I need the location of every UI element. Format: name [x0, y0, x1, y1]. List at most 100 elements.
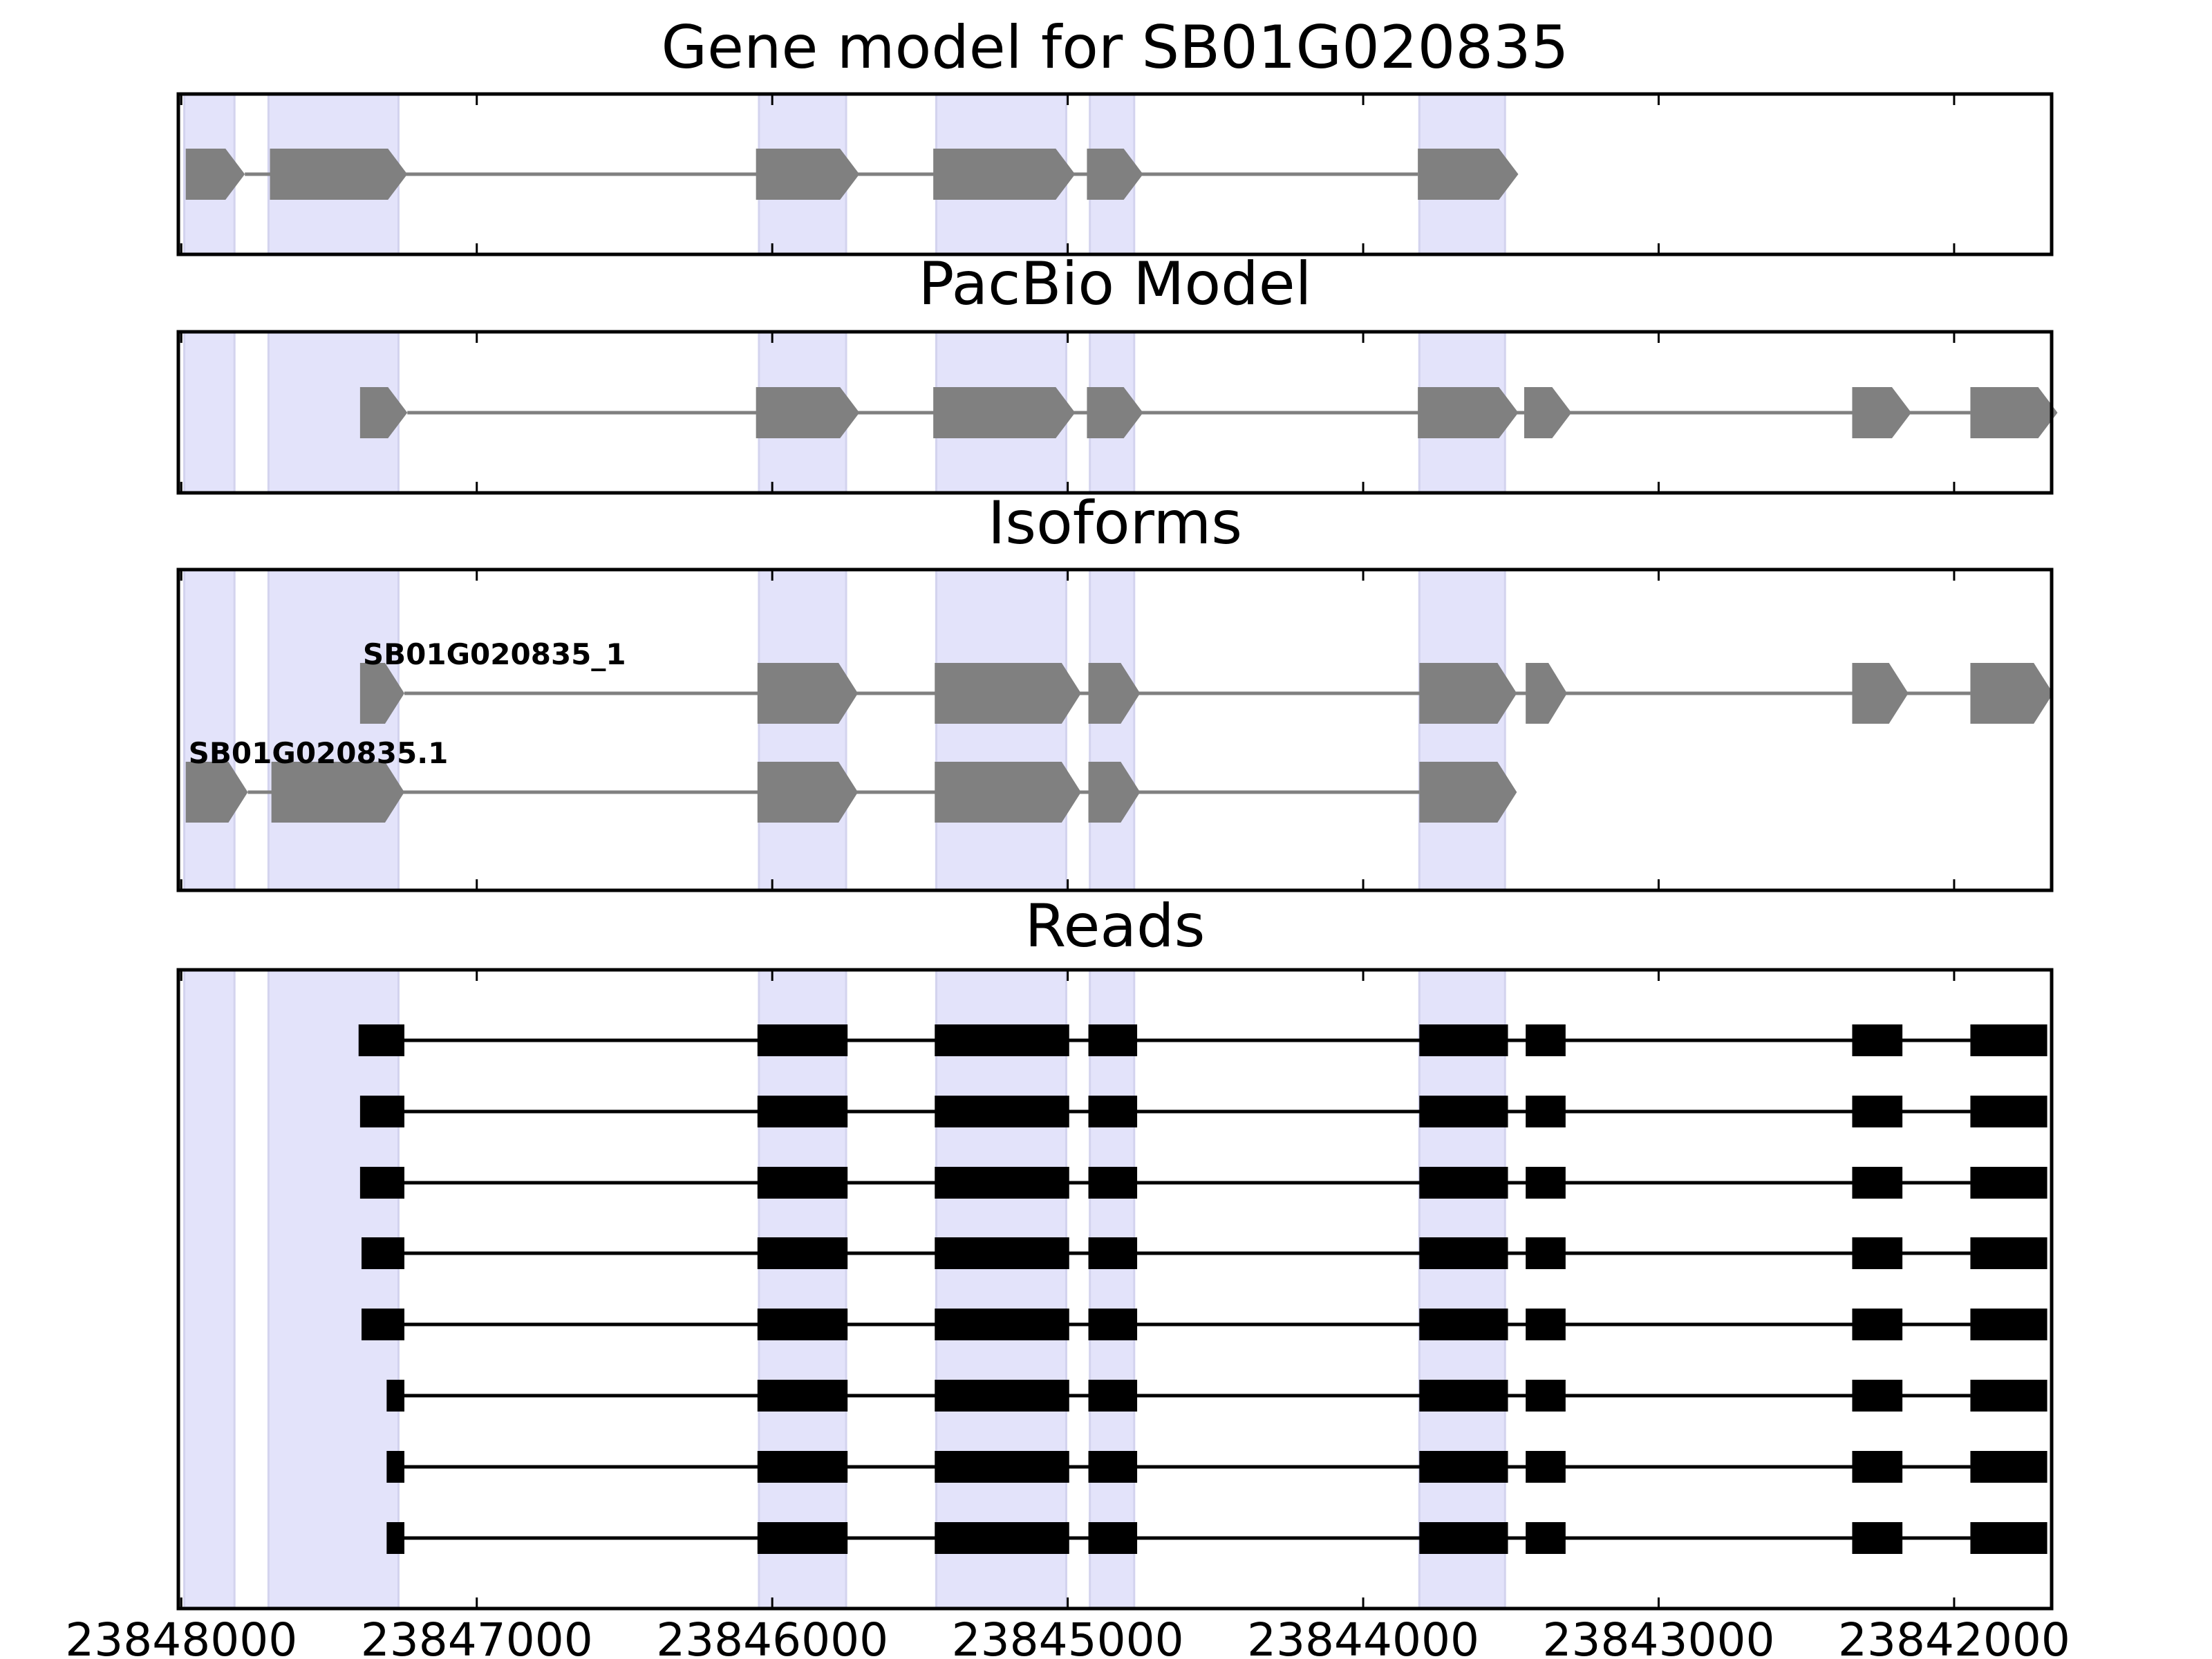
exon-block — [935, 762, 1081, 823]
exon-block — [1852, 1096, 1903, 1127]
exon-block — [1526, 1167, 1566, 1199]
highlight-region — [183, 568, 236, 892]
exon-block — [756, 387, 860, 438]
exon-block — [386, 1380, 404, 1412]
exon-block — [1526, 1096, 1566, 1127]
exon-block — [1418, 149, 1519, 200]
panel-title: Gene model for SB01G020835 — [662, 13, 1569, 82]
exon-block — [386, 1451, 404, 1483]
exon-block — [1526, 1451, 1566, 1483]
exon-block — [1852, 663, 1909, 724]
x-tick-label: 23847000 — [361, 1613, 593, 1659]
exon-block — [933, 387, 1076, 438]
exon-block — [1970, 1309, 2047, 1340]
exon-block — [386, 1522, 404, 1554]
exon-block — [1852, 1380, 1903, 1412]
panel-1: Gene model for SB01G020835 — [176, 13, 2054, 256]
exon-block — [757, 663, 859, 724]
exon-block — [1088, 1451, 1138, 1483]
exon-block — [270, 149, 408, 200]
panel-title: Isoforms — [988, 489, 1242, 558]
axes-frame — [176, 568, 2054, 892]
exon-block — [362, 1237, 404, 1269]
axes-frame — [176, 968, 2054, 1611]
highlight-region — [183, 968, 236, 1610]
highlight-region — [1418, 968, 1506, 1610]
exon-block — [1852, 1451, 1903, 1483]
exon-block — [1088, 1237, 1138, 1269]
exon-block — [935, 1451, 1069, 1483]
highlight-region — [758, 568, 847, 892]
exon-block — [1088, 1522, 1138, 1554]
highlight-region — [935, 968, 1067, 1610]
exon-block — [1852, 1309, 1903, 1340]
exon-block — [1088, 1309, 1138, 1340]
exon-block — [358, 1024, 404, 1056]
highlight-region — [1418, 568, 1506, 892]
highlight-region — [267, 568, 400, 892]
exon-block — [1087, 387, 1143, 438]
exon-block — [185, 149, 245, 200]
exon-block — [1419, 762, 1517, 823]
exon-block — [1526, 1380, 1566, 1412]
exon-block — [1970, 1096, 2047, 1127]
exon-block — [1419, 1096, 1508, 1127]
highlight-region — [183, 330, 236, 494]
exon-block — [757, 1451, 848, 1483]
exon-block — [271, 762, 404, 823]
panel-title: Reads — [1025, 892, 1206, 961]
exon-block — [935, 1309, 1069, 1340]
exon-block — [757, 762, 859, 823]
highlight-region — [1089, 568, 1136, 892]
highlight-region — [267, 968, 400, 1610]
exon-block — [359, 387, 408, 438]
exon-block — [1088, 1167, 1138, 1199]
exon-block — [1526, 1309, 1566, 1340]
exon-block — [933, 149, 1076, 200]
exon-block — [1088, 663, 1141, 724]
exon-block — [362, 1309, 404, 1340]
exon-block — [1419, 1451, 1508, 1483]
x-tick-label: 23848000 — [65, 1613, 297, 1659]
exon-block — [757, 1167, 848, 1199]
exon-block — [1419, 1522, 1508, 1554]
exon-block — [1419, 1309, 1508, 1340]
x-tick-label: 23844000 — [1247, 1613, 1479, 1659]
exon-block — [1088, 1096, 1138, 1127]
exon-block — [1970, 1522, 2047, 1554]
panel-3: Isoforms SB01G020835_1 SB01G020835.1 — [176, 489, 2054, 892]
exon-block — [1970, 663, 2054, 724]
exon-block — [359, 663, 404, 724]
exon-block — [1088, 1380, 1138, 1412]
exon-block — [1970, 1451, 2047, 1483]
exon-block — [757, 1309, 848, 1340]
exon-block — [757, 1380, 848, 1412]
panel-4: Reads — [176, 892, 2054, 1611]
exon-block — [1419, 1237, 1508, 1269]
panel-title: PacBio Model — [918, 250, 1311, 319]
exon-block — [935, 663, 1081, 724]
exon-block — [1970, 1167, 2047, 1199]
exon-block — [1419, 663, 1517, 724]
exon-block — [1524, 387, 1572, 438]
exon-block — [1088, 762, 1141, 823]
exon-block — [1087, 149, 1143, 200]
exon-block — [1419, 1167, 1508, 1199]
exon-block — [1526, 1024, 1566, 1056]
exon-block — [1419, 1380, 1508, 1412]
exon-block — [1418, 387, 1519, 438]
x-tick-label: 23842000 — [1838, 1613, 2070, 1659]
exon-block — [756, 149, 860, 200]
exon-block — [1852, 1237, 1903, 1269]
exon-block — [757, 1096, 848, 1127]
exon-block — [935, 1167, 1069, 1199]
axes-frame — [176, 330, 2054, 495]
exon-block — [1852, 1024, 1903, 1056]
exon-block — [935, 1380, 1069, 1412]
exon-block — [1526, 663, 1567, 724]
x-tick-label: 23843000 — [1543, 1613, 1775, 1659]
exon-block — [935, 1522, 1069, 1554]
exon-block — [1970, 1237, 2047, 1269]
exon-block — [359, 1167, 404, 1199]
exon-block — [1419, 1024, 1508, 1056]
